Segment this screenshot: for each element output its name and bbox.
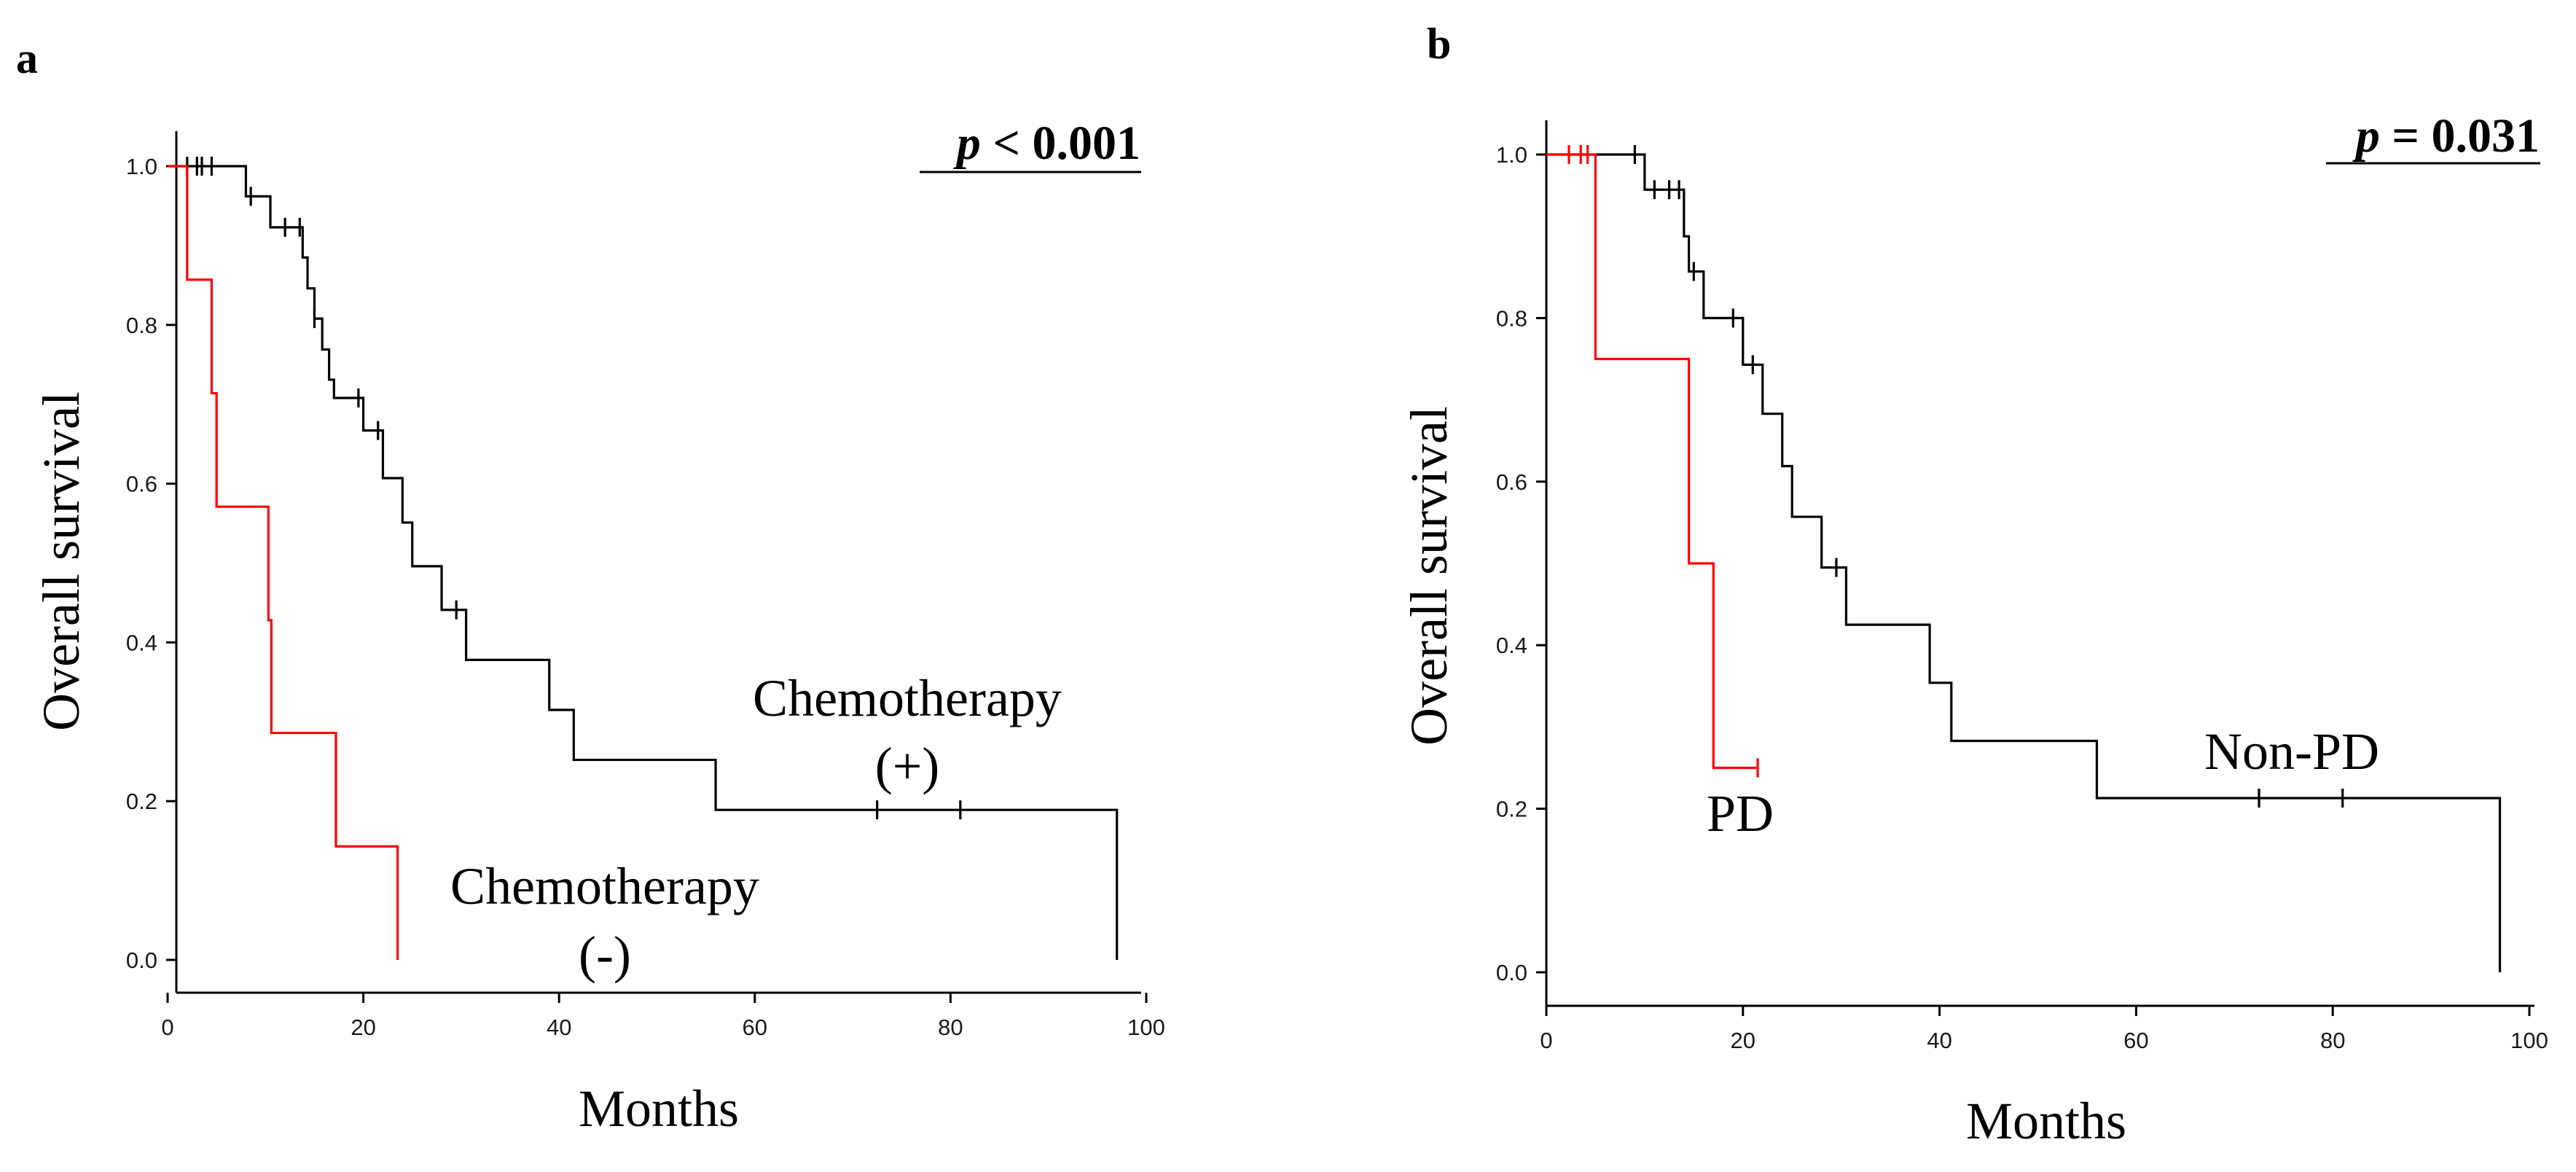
y-tick-label: 0.4 [126,630,157,655]
x-tick-label: 40 [1927,1028,1951,1053]
x-tick-label: 100 [1127,1015,1165,1040]
panel-b-x-title: Months [1966,1092,2126,1150]
panel-a-x-title: Months [579,1079,739,1138]
panel-b: b p = 0.031 0 20 40 60 80 100 0.0 0.2 0.4 0.6 0.8 1… [1400,20,2548,1150]
panel-a-p-value: p < 0.001 [953,117,1140,170]
p-symbol: p [2352,109,2380,163]
x-tick-label: 60 [2123,1028,2148,1053]
panel-b-letter: b [1427,20,1451,68]
x-tick-label: 100 [2510,1028,2548,1053]
km-curve-pd [1546,153,1758,770]
x-tick-label: 40 [547,1015,571,1040]
x-tick-label: 0 [161,1015,173,1040]
p-value-rest: = 0.031 [2380,109,2540,163]
x-tick-label: 80 [2320,1028,2345,1053]
x-tick-label: 60 [743,1015,767,1040]
panel-a: a p < 0.001 0 20 40 60 80 100 0.0 0.2 0.4 0.6 0.8 1… [16,34,1165,1138]
y-tick-label: 0.6 [1496,469,1527,495]
panel-a-ticks: 0 20 40 60 80 100 0.0 0.2 0.4 0.6 0.8 1.0 [126,154,1165,1040]
km-curve-chemotherapy [168,165,1119,960]
y-tick-label: 0.2 [1496,797,1527,822]
y-tick-label: 0.4 [1496,633,1527,658]
y-tick-label: 1.0 [1496,142,1527,168]
panel-b-label-pd: PD [1707,784,1774,843]
p-symbol: p [953,117,981,170]
y-tick-label: 0.8 [126,313,157,338]
panel-a-letter: a [16,34,38,82]
x-tick-label: 80 [938,1015,963,1040]
y-tick-label: 0.8 [1496,305,1527,331]
p-value-rest: < 0.001 [981,117,1140,170]
panel-a-label-chemo-plus-line2: (+) [875,737,940,795]
x-tick-label: 20 [351,1015,375,1040]
panel-a-label-chemo-minus-line2: (-) [579,926,631,984]
panel-a-label-chemo-minus-line1: Chemotherapy [450,857,759,915]
panel-a-curves [168,157,1119,960]
panel-b-y-title: Overall survival [1400,406,1458,746]
y-tick-label: 0.0 [1496,960,1527,985]
panel-b-p-value: p = 0.031 [2352,109,2540,163]
y-tick-label: 1.0 [126,154,157,179]
x-tick-label: 0 [1540,1028,1552,1053]
panel-a-y-title: Overall survival [32,391,90,731]
panel-a-label-chemo-plus-line1: Chemotherapy [753,669,1062,727]
y-tick-label: 0.0 [126,948,157,973]
y-tick-label: 0.2 [126,789,157,814]
km-curve-non-pd [1546,153,2502,972]
km-curve-chemotherapy [168,165,399,960]
panel-b-ticks: 0 20 40 60 80 100 0.0 0.2 0.4 0.6 0.8 1.0 [1496,142,2548,1053]
panel-b-curves [1546,145,2502,972]
y-tick-label: 0.6 [126,472,157,497]
x-tick-label: 20 [1731,1028,1755,1053]
panel-b-label-non-pd: Non-PD [2204,722,2379,781]
